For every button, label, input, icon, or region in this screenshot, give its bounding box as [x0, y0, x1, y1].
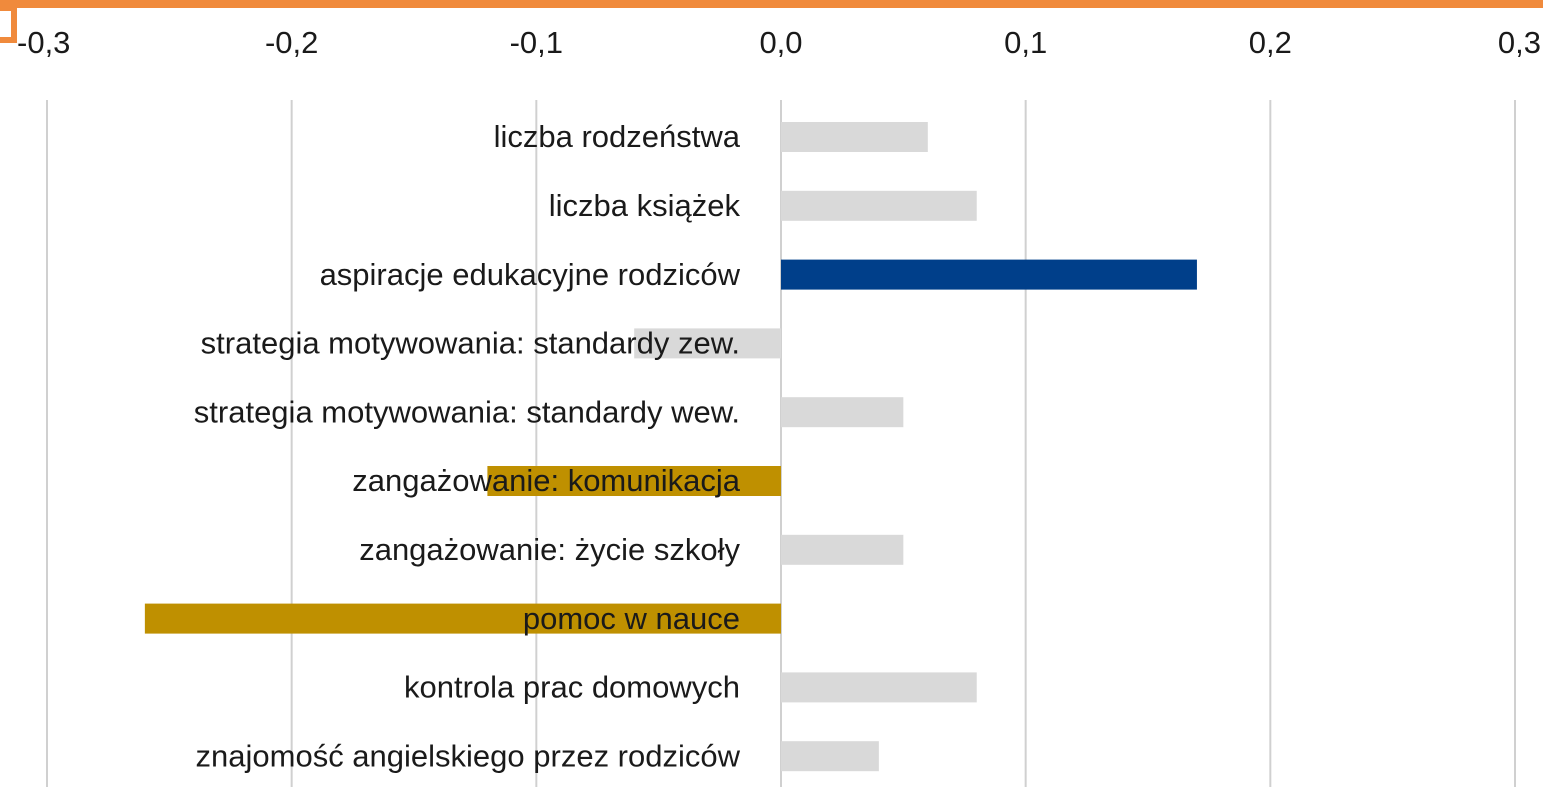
y-tick-label: zangażowanie: komunikacja: [352, 463, 740, 498]
y-tick-label: liczba książek: [549, 188, 741, 223]
y-tick-label: zangażowanie: życie szkoły: [359, 532, 740, 567]
x-tick-label: -0,1: [510, 25, 563, 60]
x-tick-label: 0,0: [759, 25, 802, 60]
y-tick-label: liczba rodzeństwa: [494, 119, 741, 154]
x-tick-label: -0,3: [17, 25, 70, 60]
y-tick-label: znajomość angielskiego przez rodziców: [196, 738, 741, 773]
x-tick-label: -0,2: [265, 25, 318, 60]
bar: [144, 603, 781, 634]
x-tick-label: 0,2: [1249, 25, 1292, 60]
bar: [781, 122, 928, 152]
x-tick-label: 0,3: [1498, 25, 1541, 60]
bars: [144, 122, 1197, 772]
bar: [781, 190, 977, 221]
bar: [781, 397, 904, 428]
y-tick-label: pomoc w nauce: [523, 601, 740, 636]
y-tick-label: kontrola prac domowych: [404, 670, 740, 705]
bar: [781, 259, 1197, 290]
bar: [781, 672, 977, 703]
top-border: [0, 0, 1543, 8]
bar: [487, 466, 781, 496]
x-tick-label: 0,1: [1004, 25, 1047, 60]
y-tick-label: strategia motywowania: standardy wew.: [194, 394, 740, 429]
y-tick-label: strategia motywowania: standardy zew.: [201, 326, 740, 361]
corner-bracket: [0, 5, 17, 43]
bar: [781, 741, 879, 772]
bar: [634, 328, 781, 359]
y-tick-label: aspiracje edukacyjne rodziców: [320, 257, 741, 292]
bar: [781, 534, 904, 565]
labels: -0,3 -0,2 -0,1 0,0 0,1 0,2 0,3 liczba rodzeństw…: [17, 25, 1541, 773]
